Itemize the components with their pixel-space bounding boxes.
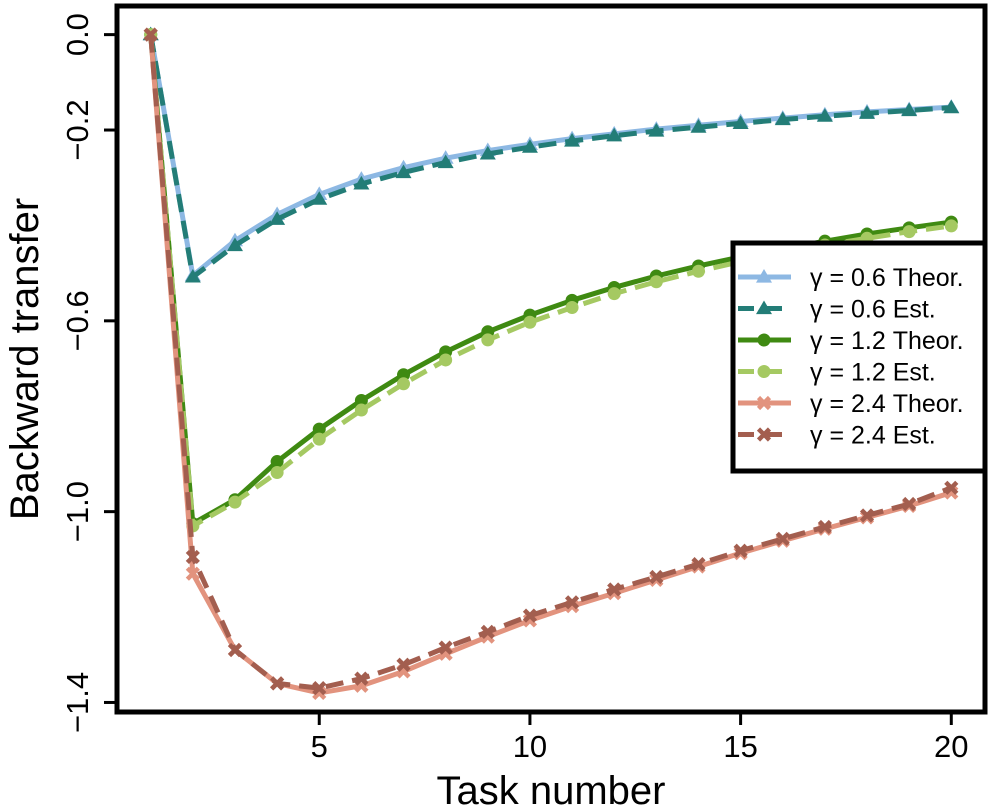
data-point-1 — [143, 27, 158, 42]
legend-item: γ = 1.2 Est. — [738, 359, 936, 387]
legend-marker — [756, 300, 772, 315]
series-layer — [142, 26, 960, 701]
legend-label: γ = 2.4 Theor. — [810, 390, 964, 418]
y-tick-label: 0.0 — [60, 13, 95, 56]
legend-item: γ = 2.4 Est. — [738, 422, 936, 450]
data-point-2 — [185, 566, 200, 581]
data-point-18 — [859, 105, 876, 119]
data-point-15 — [733, 543, 748, 558]
data-point-5 — [312, 422, 326, 436]
data-point-12 — [607, 287, 621, 301]
data-point-3 — [226, 237, 243, 252]
legend-label: γ = 0.6 Theor. — [810, 264, 964, 292]
data-point-6 — [354, 403, 368, 417]
x-tick-label: 20 — [934, 729, 968, 764]
data-point-7 — [397, 377, 411, 391]
legend-item: γ = 0.6 Theor. — [738, 264, 964, 292]
series-line — [148, 34, 953, 691]
x-tick-label: 15 — [723, 729, 757, 764]
series-line — [148, 34, 952, 529]
data-point-4 — [269, 211, 286, 225]
legend-item: γ = 2.4 Theor. — [738, 390, 964, 418]
legend: γ = 0.6 Theor. γ = 0.6 Est. γ = 1.2 Theor.… — [730, 240, 988, 474]
data-point-4 — [270, 455, 284, 469]
data-point-19 — [901, 102, 918, 117]
data-point-2 — [184, 268, 201, 283]
data-point-10 — [521, 139, 538, 153]
data-point-9 — [481, 333, 495, 347]
data-point-7 — [397, 368, 411, 382]
data-point-17 — [817, 519, 832, 535]
y-tick-label: −1.0 — [60, 481, 95, 542]
data-point-20 — [944, 219, 958, 233]
data-point-8 — [438, 640, 453, 655]
data-point-12 — [607, 582, 622, 597]
data-point-9 — [479, 145, 496, 160]
data-point-16 — [775, 531, 790, 546]
data-point-14 — [691, 264, 705, 278]
legend-marker — [757, 333, 771, 347]
legend-marker — [756, 427, 772, 442]
data-point-2 — [185, 549, 200, 565]
legend-label: γ = 1.2 Theor. — [810, 327, 964, 355]
data-point-14 — [690, 119, 707, 133]
legend-label: γ = 0.6 Est. — [810, 296, 936, 324]
legend-item: γ = 1.2 Theor. — [738, 327, 964, 355]
legend-item: γ = 0.6 Est. — [738, 296, 936, 324]
series-2-4-est — [143, 27, 959, 696]
x-tick-label: 5 — [311, 729, 328, 764]
data-point-6 — [354, 671, 369, 686]
axes-layer: 5 10 15 20 0.0 −0.2 −0.6 −1.0 −1.4 — [60, 13, 969, 764]
data-point-9 — [480, 624, 495, 639]
data-point-16 — [774, 111, 791, 126]
data-point-19 — [902, 496, 917, 512]
data-point-4 — [270, 676, 285, 691]
data-point-12 — [606, 127, 623, 142]
data-point-13 — [648, 122, 665, 137]
data-point-11 — [565, 300, 579, 314]
data-point-15 — [732, 115, 749, 129]
data-point-6 — [354, 394, 368, 408]
data-point-3 — [228, 495, 242, 509]
y-tick-label: −1.4 — [60, 672, 95, 733]
legend-marker — [757, 365, 771, 378]
data-point-6 — [353, 175, 370, 190]
data-point-14 — [691, 557, 706, 572]
y-tick-label: −0.2 — [60, 99, 95, 160]
data-point-4 — [270, 466, 284, 480]
data-point-10 — [522, 608, 538, 623]
legend-marker — [756, 395, 772, 411]
data-point-20 — [944, 480, 959, 495]
legend-label: γ = 2.4 Est. — [810, 422, 936, 450]
data-point-11 — [564, 132, 581, 147]
data-point-8 — [439, 353, 453, 367]
data-point-3 — [227, 642, 243, 658]
x-tick-label: 10 — [513, 729, 547, 764]
data-point-5 — [312, 681, 327, 696]
data-point-19 — [902, 225, 916, 239]
legend-marker — [756, 269, 772, 283]
data-point-7 — [396, 657, 411, 672]
y-tick-label: −0.6 — [60, 290, 95, 351]
data-point-13 — [649, 275, 663, 289]
data-point-13 — [649, 569, 664, 585]
data-point-20 — [943, 99, 960, 114]
data-point-5 — [311, 191, 328, 205]
x-axis-label: Task number — [437, 769, 666, 810]
y-axis-label: Backward transfer — [3, 198, 47, 520]
data-point-17 — [816, 108, 833, 122]
data-point-10 — [523, 315, 537, 329]
data-point-18 — [859, 508, 875, 523]
data-point-11 — [564, 595, 580, 610]
data-point-7 — [395, 164, 412, 179]
series-line — [148, 34, 952, 280]
data-point-5 — [312, 432, 326, 446]
legend-label: γ = 1.2 Est. — [810, 359, 936, 387]
data-point-8 — [437, 154, 454, 169]
